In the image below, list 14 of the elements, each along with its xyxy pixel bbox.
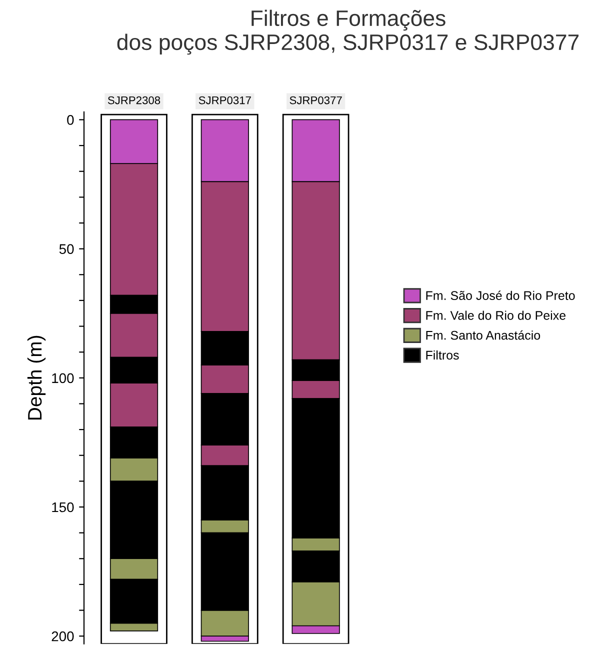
legend-label: Filtros (426, 350, 459, 360)
x-tick-label: SJRP0377 (290, 96, 342, 104)
legend-label: Fm. Vale do Rio do Peixe (426, 310, 566, 320)
y-tick-label: 100 (52, 373, 74, 384)
chart-title: Filtros e Formações dos poços SJRP2308, SJRP0317 e SJRP0377 (117, 10, 579, 55)
y-tick-label: 50 (59, 244, 74, 254)
y-tick-label: 200 (52, 631, 74, 642)
y-axis-title: Depth (m) (27, 336, 46, 420)
legend-label: Fm. Santo Anastácio (426, 330, 540, 340)
x-tick-label: SJRP2308 (108, 96, 160, 104)
y-tick-label: 0 (67, 115, 74, 125)
legend-label: Fm. São José do Rio Preto (426, 290, 575, 300)
y-tick-label: 150 (52, 502, 74, 512)
x-tick-label: SJRP0317 (198, 96, 251, 104)
